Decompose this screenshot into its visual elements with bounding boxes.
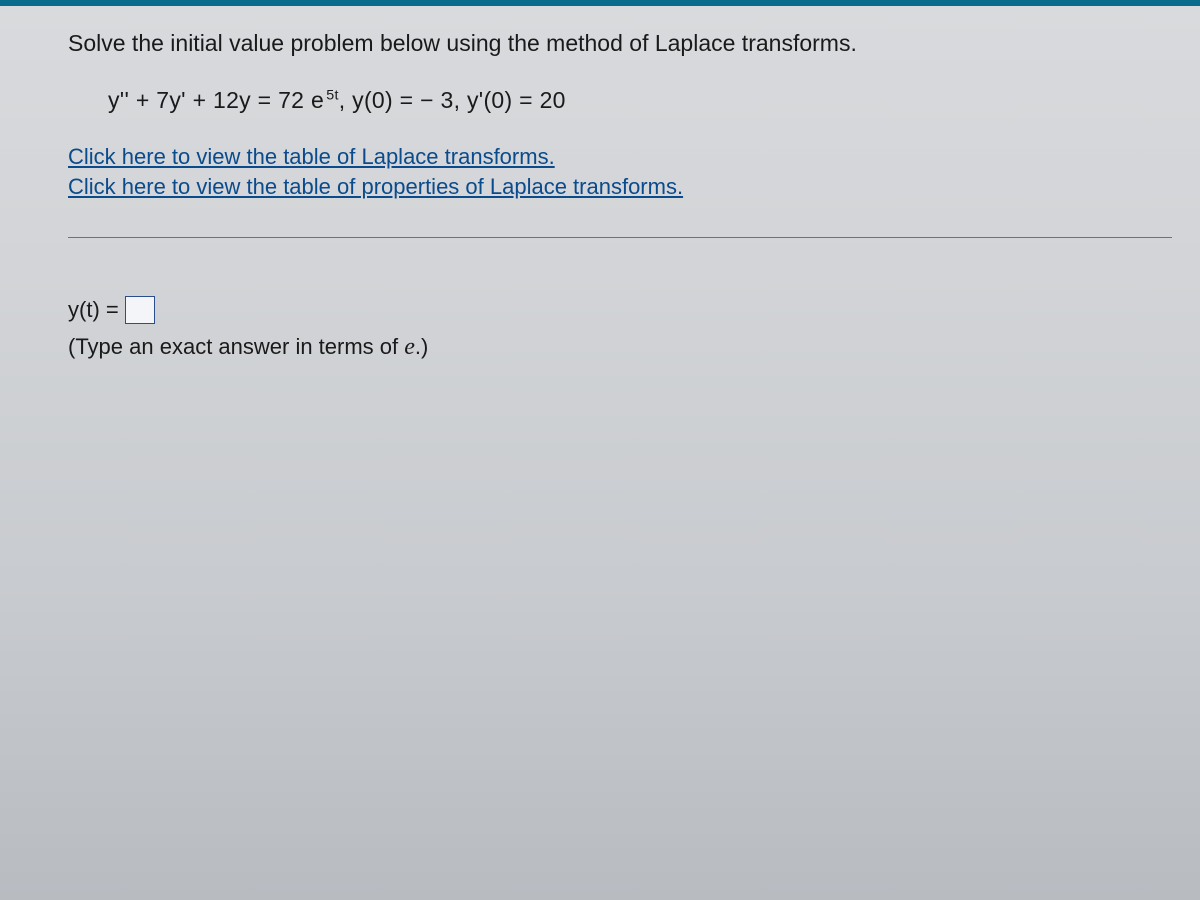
reference-links: Click here to view the table of Laplace … xyxy=(68,142,1172,201)
laplace-properties-link[interactable]: Click here to view the table of properti… xyxy=(68,172,1172,202)
equation-exponent: 5t xyxy=(326,87,338,103)
answer-row: y(t) = xyxy=(68,296,1172,324)
hint-variable: e xyxy=(404,334,415,360)
laplace-table-link[interactable]: Click here to view the table of Laplace … xyxy=(68,142,1172,172)
equation-prefix: y'' + 7y' + 12y = 72 e xyxy=(108,87,324,113)
problem-statement: Solve the initial value problem below us… xyxy=(68,30,1172,57)
answer-hint: (Type an exact answer in terms of e.) xyxy=(68,334,1172,361)
hint-prefix: (Type an exact answer in terms of xyxy=(68,334,404,359)
equation-suffix: , y(0) = − 3, y'(0) = 20 xyxy=(339,87,566,113)
problem-page: Solve the initial value problem below us… xyxy=(0,6,1200,361)
section-divider xyxy=(68,237,1172,238)
differential-equation: y'' + 7y' + 12y = 72 e 5t, y(0) = − 3, y… xyxy=(108,87,1172,114)
answer-input[interactable] xyxy=(125,296,155,324)
answer-label: y(t) = xyxy=(68,297,119,323)
hint-suffix: .) xyxy=(415,334,428,359)
